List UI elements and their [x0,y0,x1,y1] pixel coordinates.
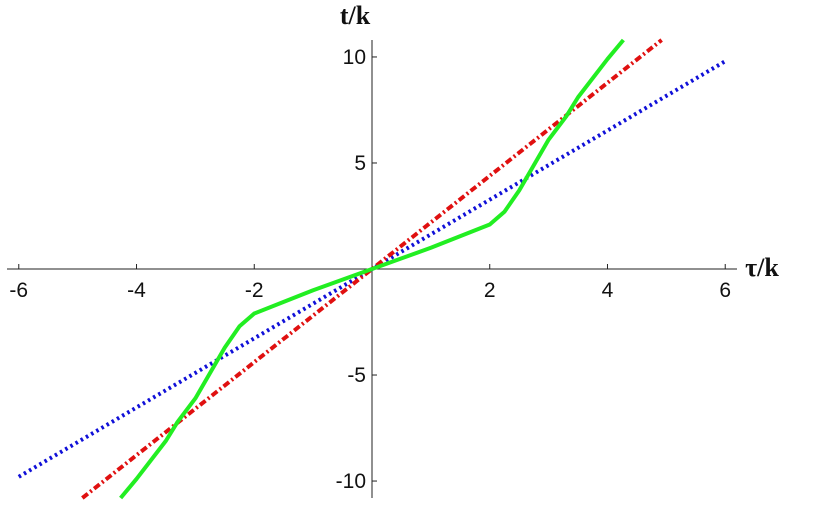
y-tick-label: 5 [354,152,366,175]
x-tick-label: 6 [719,279,731,302]
line [119,38,625,500]
x-axis-label: τ/k [745,253,779,282]
x-tick-label: 2 [484,279,496,302]
x-tick-label: -6 [9,279,28,302]
y-tick-label: -5 [347,364,366,387]
y-tick-label: -10 [336,470,366,493]
x-tick-label: -2 [245,279,264,302]
y-axis-label: t/k [340,1,371,30]
x-tick-label: 4 [602,279,614,302]
x-tick-label: -4 [127,279,146,302]
y-tick-label: 10 [343,46,366,69]
